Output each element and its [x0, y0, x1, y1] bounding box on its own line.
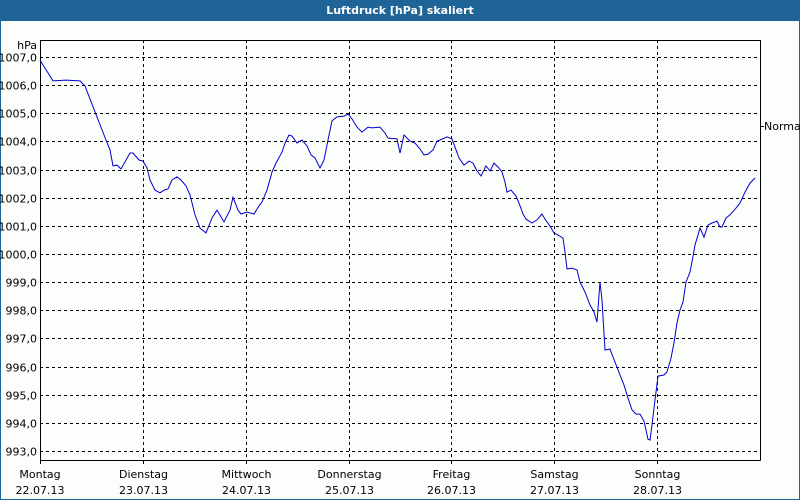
y-tick-label: 1007,0: [0, 52, 37, 65]
x-date-label: 23.07.13: [119, 484, 168, 497]
y-tick-label: 993,0: [6, 446, 38, 459]
x-day-label: Mittwoch: [222, 468, 272, 481]
x-tick-labels: Montag 22.07.13 Dienstag 23.07.13 Mittwoch 24…: [16, 460, 682, 497]
y-tick-label: 1001,0: [0, 221, 37, 234]
chart-axes: [40, 40, 761, 461]
x-date-label: 26.07.13: [427, 484, 476, 497]
x-day-label: Sonntag: [635, 468, 681, 481]
y-tick-label: 1002,0: [0, 193, 37, 206]
x-date-label: 24.07.13: [222, 484, 271, 497]
y-tick-label: 994,0: [6, 418, 38, 431]
y-tick-label: 996,0: [6, 362, 38, 375]
y-tick-label: 998,0: [6, 305, 38, 318]
y-tick-label: 1004,0: [0, 136, 37, 149]
x-day-label: Montag: [19, 468, 60, 481]
x-day-label: Donnerstag: [317, 468, 381, 481]
x-day-label: Freitag: [433, 468, 471, 481]
chart-grid: [40, 40, 760, 460]
y-tick-label: 1005,0: [0, 108, 37, 121]
y-unit-label: hPa: [17, 39, 37, 52]
x-day-label: Dienstag: [119, 468, 168, 481]
x-date-label: 28.07.13: [633, 484, 682, 497]
x-day-label: Samstag: [530, 468, 578, 481]
y-tick-label: 995,0: [6, 390, 38, 403]
x-date-label: 27.07.13: [530, 484, 579, 497]
y-tick-label: 999,0: [6, 277, 38, 290]
y-tick-label: 1003,0: [0, 165, 37, 178]
pressure-line: [39, 59, 756, 441]
y-tick-label: 1000,0: [0, 249, 37, 262]
normal-label: Normal: [764, 120, 800, 133]
y-tick-label: 997,0: [6, 333, 38, 346]
x-date-label: 22.07.13: [16, 484, 65, 497]
chart-title: Luftdruck [hPa] skaliert: [1, 1, 799, 21]
y-tick-labels: 1007,0 1006,0 1005,0 1004,0 1003,0 1002,0 1001…: [0, 52, 37, 459]
y-tick-label: 1006,0: [0, 80, 37, 93]
x-date-label: 25.07.13: [325, 484, 374, 497]
